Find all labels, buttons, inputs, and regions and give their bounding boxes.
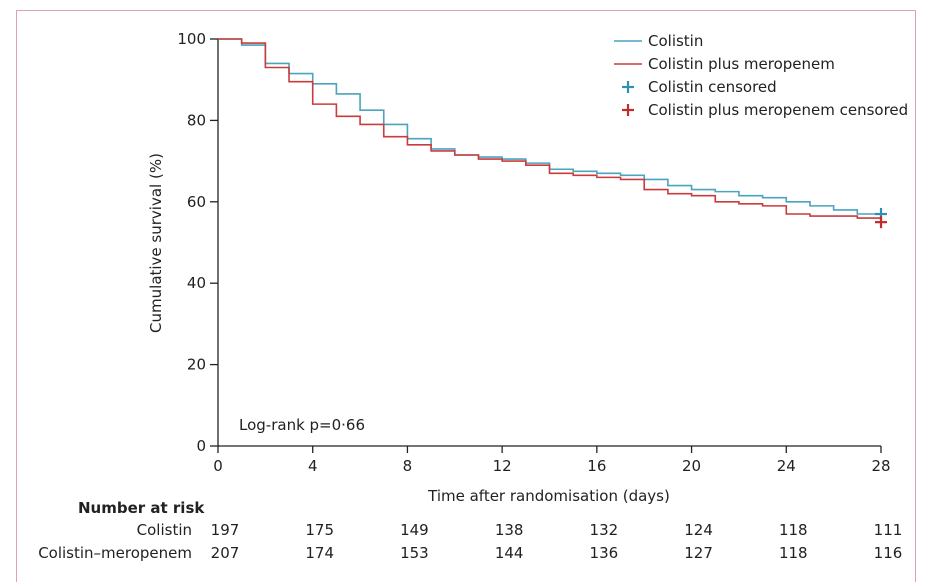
series-line-colistin-plus-meropenem — [218, 38, 882, 223]
x-axis-title: Time after randomisation (days) — [427, 487, 670, 505]
risk-value: 149 — [400, 521, 429, 539]
series-layer — [218, 38, 882, 223]
axes: 0 20 40 60 80 100 0 4 8 12 16 20 24 28 — [177, 30, 890, 475]
x-tick-label: 24 — [777, 457, 796, 475]
y-tick-label: 20 — [187, 356, 206, 374]
risk-value: 116 — [874, 544, 903, 562]
censor-layer — [875, 208, 887, 229]
risk-value: 132 — [590, 521, 619, 539]
censor-mark-colistin-plus-meropenem — [875, 216, 887, 229]
legend: Colistin Colistin plus meropenem Colistin … — [614, 32, 908, 119]
risk-value: 118 — [779, 544, 808, 562]
legend-label: Colistin plus meropenem — [648, 55, 835, 73]
risk-value: 197 — [211, 521, 240, 539]
x-tick-label: 12 — [493, 457, 512, 475]
risk-value: 153 — [400, 544, 429, 562]
risk-table: Number at risk Colistin 197 175 149 138 132 12… — [38, 499, 902, 562]
risk-value: 144 — [495, 544, 524, 562]
legend-label: Colistin plus meropenem censored — [648, 101, 908, 119]
risk-value: 127 — [684, 544, 713, 562]
x-tick-label: 0 — [213, 457, 223, 475]
legend-censor-icon — [622, 81, 634, 93]
risk-row-label: Colistin — [137, 521, 192, 539]
y-tick-label: 100 — [177, 30, 206, 48]
figure-frame — [16, 10, 916, 582]
legend-label: Colistin — [648, 32, 703, 50]
risk-value: 118 — [779, 521, 808, 539]
risk-value: 174 — [305, 544, 334, 562]
legend-censor-icon — [622, 104, 634, 116]
x-tick-label: 4 — [308, 457, 318, 475]
x-tick-label: 16 — [587, 457, 606, 475]
y-tick-label: 40 — [187, 274, 206, 292]
risk-value: 124 — [684, 521, 713, 539]
risk-value: 207 — [211, 544, 240, 562]
y-tick-label: 60 — [187, 193, 206, 211]
risk-row-label: Colistin–meropenem — [38, 544, 192, 562]
risk-value: 175 — [305, 521, 334, 539]
legend-label: Colistin censored — [648, 78, 777, 96]
risk-value: 136 — [590, 544, 619, 562]
x-tick-label: 20 — [682, 457, 701, 475]
y-axis-title: Cumulative survival (%) — [147, 153, 165, 333]
y-tick-label: 80 — [187, 111, 206, 129]
x-tick-label: 28 — [871, 457, 890, 475]
y-tick-label: 0 — [196, 437, 206, 455]
risk-value: 111 — [874, 521, 903, 539]
logrank-annotation: Log-rank p=0·66 — [239, 416, 365, 434]
x-tick-label: 8 — [403, 457, 413, 475]
risk-table-heading: Number at risk — [78, 499, 205, 517]
risk-value: 138 — [495, 521, 524, 539]
